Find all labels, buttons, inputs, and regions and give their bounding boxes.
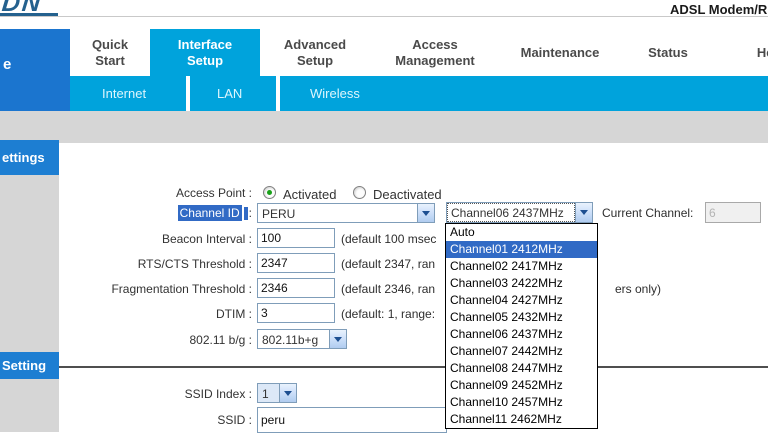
fragmentation-threshold-label: Fragmentation Threshold :: [111, 282, 252, 296]
fragmentation-threshold-input[interactable]: [257, 278, 335, 298]
channel-id-label: Channel ID:: [177, 205, 252, 221]
content-panel: [59, 143, 768, 432]
main-nav: [0, 29, 768, 76]
ssid-index-label: SSID Index :: [184, 387, 252, 401]
wireless-mode-select[interactable]: 802.11b+g: [257, 329, 347, 349]
access-point-label: Access Point :: [175, 186, 252, 200]
subnav-separator: [276, 76, 280, 111]
subnav-item-wireless[interactable]: Wireless: [310, 86, 360, 101]
dtim-note: (default: 1, range:: [341, 307, 436, 321]
wireless-mode-label: 802.11 b/g :: [189, 333, 253, 347]
tab-status[interactable]: Status: [648, 44, 688, 60]
logo-underline: [0, 13, 58, 16]
section-label-ssid-setting: Setting: [0, 352, 59, 379]
chevron-down-icon[interactable]: [417, 204, 434, 222]
channel-option-08[interactable]: Channel08 2447MHz: [450, 361, 563, 375]
channel-dropdown-list: Auto Channel01 2412MHz Channel02 2417MHz…: [445, 223, 598, 429]
tab-interface-setup[interactable]: Interface Setup: [150, 29, 260, 76]
subnav-separator: [186, 76, 190, 111]
channel-option-11[interactable]: Channel11 2462MHz: [450, 412, 562, 426]
fragmentation-threshold-note: (default 2346, ran: [341, 282, 436, 296]
rts-threshold-input[interactable]: [257, 253, 335, 273]
beacon-interval-input[interactable]: [257, 228, 335, 248]
chevron-down-icon[interactable]: [279, 384, 296, 402]
rts-threshold-label: RTS/CTS Threshold :: [137, 257, 252, 271]
header: DN ADSL Modem/R: [0, 0, 768, 28]
selection-artifact: [243, 207, 248, 221]
ssid-index-select[interactable]: 1: [257, 383, 297, 403]
ssid-input[interactable]: [257, 407, 447, 433]
channel-option-01[interactable]: Channel01 2412MHz: [446, 241, 597, 258]
deactivated-radio[interactable]: [353, 186, 366, 199]
channel-option-auto[interactable]: Auto: [450, 225, 475, 239]
nav-side-cell-label: e: [3, 56, 12, 73]
tab-help[interactable]: Help: [756, 44, 768, 60]
chevron-down-icon[interactable]: [329, 330, 346, 348]
beacon-interval-note: (default 100 msec: [341, 232, 437, 246]
country-select[interactable]: PERU: [257, 203, 435, 223]
dtim-label: DTIM :: [216, 307, 252, 321]
tab-maintenance[interactable]: Maintenance: [520, 44, 600, 60]
tab-advanced-setup[interactable]: Advanced Setup: [283, 36, 347, 68]
channel-option-09[interactable]: Channel09 2452MHz: [450, 378, 563, 392]
sub-nav: Internet LAN Wireless: [70, 76, 768, 111]
channel-option-03[interactable]: Channel03 2422MHz: [450, 276, 563, 290]
fragmentation-threshold-note-tail: ers only): [615, 282, 662, 296]
beacon-interval-label: Beacon Interval :: [161, 232, 252, 246]
tab-access-management[interactable]: Access Management: [395, 36, 475, 68]
rts-threshold-note: (default 2347, ran: [341, 257, 436, 271]
dtim-input[interactable]: [257, 303, 335, 323]
current-channel-label: Current Channel:: [602, 206, 694, 220]
subnav-item-lan[interactable]: LAN: [217, 86, 243, 101]
section-label-wireless-settings: ettings: [0, 140, 59, 175]
channel-option-07[interactable]: Channel07 2442MHz: [450, 344, 563, 358]
current-channel-input: [705, 202, 761, 223]
channel-option-04[interactable]: Channel04 2427MHz: [450, 293, 563, 307]
product-title: ADSL Modem/R: [670, 2, 768, 17]
activated-radio[interactable]: [263, 186, 276, 199]
subnav-item-internet[interactable]: Internet: [102, 86, 147, 101]
activated-radio-label: Activated: [283, 187, 337, 202]
deactivated-radio-label: Deactivated: [373, 187, 442, 202]
tab-quick-start[interactable]: Quick Start: [91, 36, 129, 68]
channel-option-02[interactable]: Channel02 2417MHz: [450, 259, 563, 273]
chevron-down-icon[interactable]: [575, 203, 592, 222]
section-divider: [59, 366, 768, 368]
channel-option-06[interactable]: Channel06 2437MHz: [450, 327, 563, 341]
header-rule: [0, 16, 768, 17]
channel-select[interactable]: Channel06 2437MHz: [446, 202, 593, 223]
channel-option-10[interactable]: Channel10 2457MHz: [450, 395, 563, 409]
channel-option-05[interactable]: Channel05 2432MHz: [450, 310, 563, 324]
ssid-label: SSID :: [217, 413, 252, 427]
nav-side-cell[interactable]: e: [0, 29, 70, 111]
